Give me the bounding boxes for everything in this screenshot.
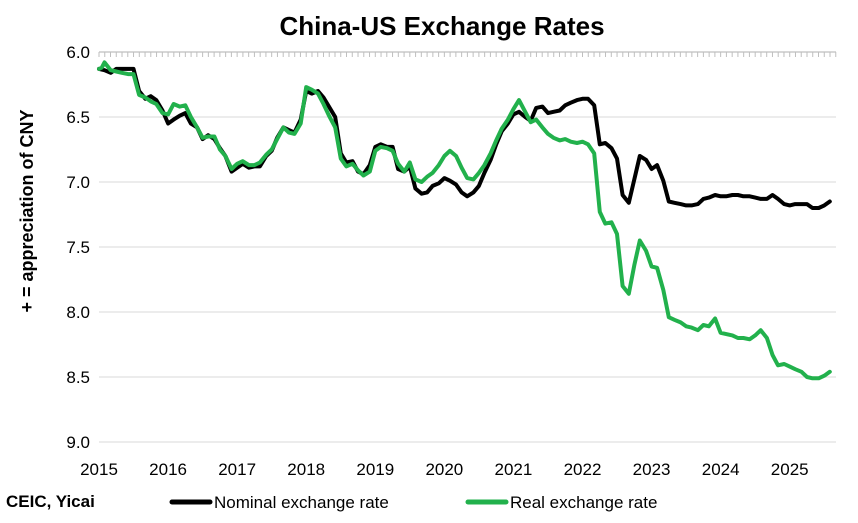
- y-axis-tick-labels: 6.0 6.5 7.0 7.5 8.0 8.5 9.0: [66, 43, 90, 452]
- x-tick-label: 2016: [149, 460, 187, 479]
- y-tick-label: 7.0: [66, 173, 90, 192]
- x-tick-label: 2021: [495, 460, 533, 479]
- x-tick-label: 2018: [287, 460, 325, 479]
- legend-label-nominal: Nominal exchange rate: [214, 493, 389, 512]
- x-tick-label: 2022: [564, 460, 602, 479]
- series-lines: [97, 60, 832, 381]
- y-tick-label: 8.5: [66, 368, 90, 387]
- y-tick-label: 8.0: [66, 303, 90, 322]
- x-tick-label: 2017: [218, 460, 256, 479]
- chart-title: China-US Exchange Rates: [279, 11, 604, 41]
- x-tick-label: 2019: [356, 460, 394, 479]
- x-tick-label: 2024: [702, 460, 740, 479]
- y-tick-label: 7.5: [66, 238, 90, 257]
- y-tick-label: 6.5: [66, 108, 90, 127]
- y-tick-label: 6.0: [66, 43, 90, 62]
- legend: Nominal exchange rate Real exchange rate: [169, 493, 657, 512]
- x-tick-label: 2020: [425, 460, 463, 479]
- series-line-real: [97, 60, 832, 381]
- x-tick-label: 2023: [633, 460, 671, 479]
- y-tick-label: 9.0: [66, 433, 90, 452]
- x-tick-label: 2015: [80, 460, 118, 479]
- gridlines: [98, 51, 837, 443]
- legend-label-real: Real exchange rate: [510, 493, 657, 512]
- x-tick-label: 2025: [771, 460, 809, 479]
- y-axis-label: + = appreciation of CNY: [17, 109, 37, 312]
- source-note: CEIC, Yicai: [6, 492, 95, 511]
- x-axis-tick-labels: 2015 2016 2017 2018 2019 2020 2021 2022 2023 2024…: [80, 460, 809, 479]
